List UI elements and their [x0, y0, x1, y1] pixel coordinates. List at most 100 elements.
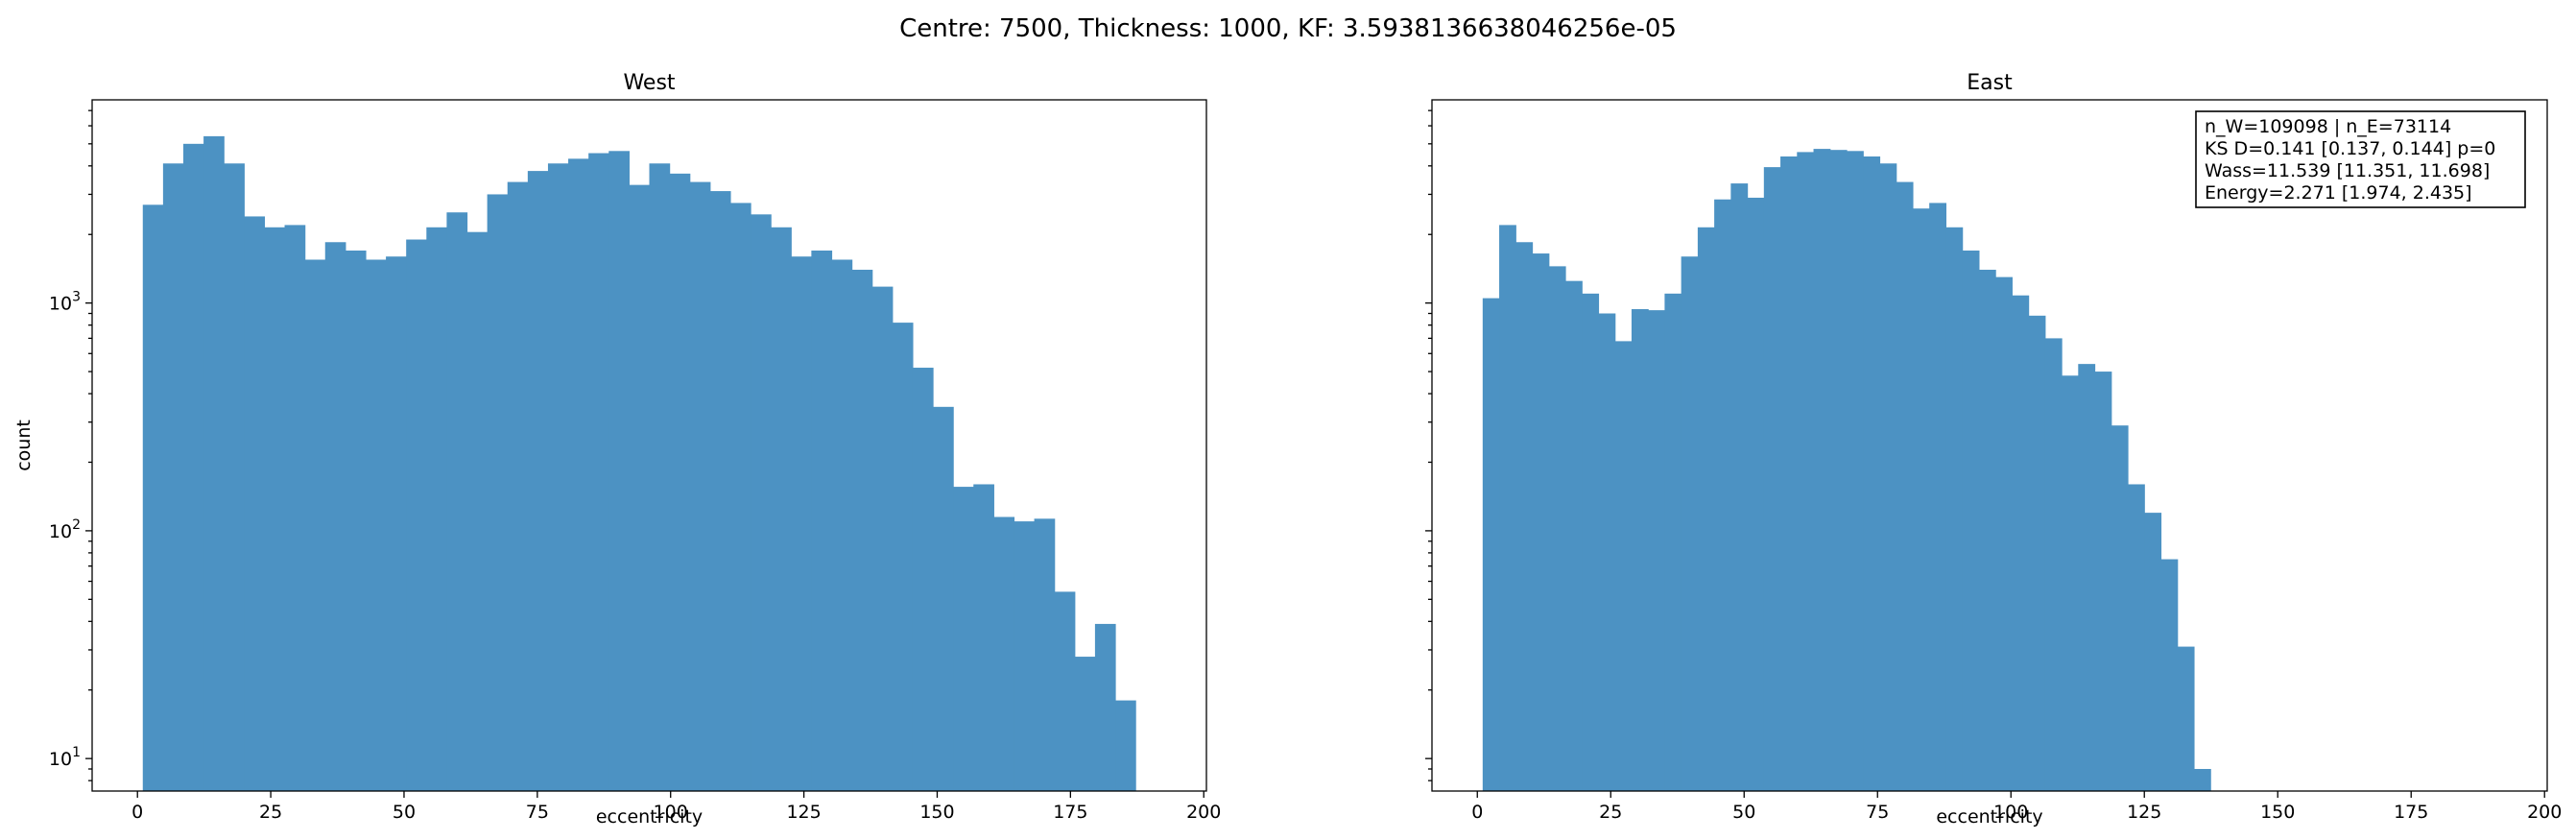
- x-tick-label: 25: [1599, 802, 1622, 823]
- x-tick-label: 200: [1186, 802, 1221, 823]
- histogram-bar: [284, 225, 306, 791]
- histogram-bar: [973, 484, 994, 791]
- histogram-bar: [1714, 199, 1731, 792]
- histogram-bar: [547, 163, 569, 791]
- west-histogram: West count eccentricity 101 102 103 0 25 50 7…: [13, 71, 1221, 828]
- histogram-bar: [1532, 253, 1550, 791]
- histogram-bar: [892, 323, 914, 791]
- histogram-bar: [2062, 375, 2079, 791]
- histogram-bar: [1664, 293, 1682, 792]
- histogram-bar: [1482, 298, 1500, 791]
- west-x-axis: 0 25 50 75 100 125 150 175 200: [131, 791, 1221, 823]
- histogram-bar: [588, 153, 609, 792]
- histogram-bar: [1565, 280, 1583, 791]
- x-tick-label: 0: [131, 802, 143, 823]
- histogram-bar: [871, 286, 894, 792]
- east-axes-frame: [1431, 99, 2548, 792]
- histogram-bar: [1598, 313, 1616, 791]
- histogram-bar: [1614, 341, 1633, 791]
- west-title: West: [623, 71, 675, 95]
- histogram-bar: [1499, 225, 1516, 791]
- histogram-bar: [933, 406, 954, 791]
- histogram-bar: [689, 181, 711, 791]
- histogram-bar: [2111, 425, 2129, 791]
- histogram-bar: [224, 163, 245, 791]
- histogram-bar: [1034, 518, 1056, 791]
- histogram-bar: [1747, 197, 1765, 791]
- histogram-bar: [304, 259, 326, 791]
- histogram-bar: [1763, 167, 1781, 792]
- histogram-bar: [1115, 700, 1136, 791]
- histogram-bar: [729, 203, 751, 792]
- x-tick-label: 25: [259, 802, 282, 823]
- histogram-bar: [568, 158, 589, 792]
- histogram-bar: [629, 184, 651, 791]
- histogram-bar: [162, 163, 184, 791]
- histogram-bar: [1582, 293, 1600, 792]
- x-tick-label: 125: [2127, 802, 2161, 823]
- east-histogram: East eccentricity 0 25 50 75 100 125 150 175 200…: [1425, 71, 2562, 828]
- histogram-bar: [2078, 364, 2096, 791]
- histogram-bar: [1515, 242, 1534, 791]
- histogram-bar: [345, 250, 367, 792]
- histogram-bar: [2012, 295, 2030, 792]
- histogram-bar: [182, 143, 204, 791]
- histogram-bar: [2128, 484, 2145, 791]
- histogram-bar: [487, 194, 509, 791]
- histogram-bar: [1863, 156, 1881, 792]
- histogram-bar: [1995, 276, 2013, 791]
- x-tick-label: 100: [1993, 802, 2028, 823]
- histogram-bar: [406, 239, 427, 791]
- histogram-bar: [1780, 156, 1798, 792]
- histogram-bar: [507, 181, 529, 791]
- y-tick-label: 102: [49, 517, 81, 542]
- x-tick-label: 150: [919, 802, 954, 823]
- histogram-bar: [851, 269, 873, 792]
- histogram-bar: [669, 173, 691, 792]
- histogram-bar: [1813, 149, 1831, 792]
- histogram-bar: [1094, 623, 1116, 791]
- histogram-bar: [1014, 521, 1036, 791]
- histogram-bar: [1879, 163, 1897, 791]
- histogram-bar: [1730, 183, 1749, 791]
- histogram-bar: [426, 227, 448, 791]
- stats-line: KS D=0.141 [0.137, 0.144] p=0: [2205, 138, 2495, 159]
- x-tick-label: 175: [2394, 802, 2428, 823]
- east-y-axis: [1425, 109, 1432, 781]
- histogram-bar: [2177, 646, 2195, 791]
- histogram-bar: [2144, 513, 2162, 791]
- histogram-bar: [386, 256, 407, 792]
- histogram-bar: [446, 212, 468, 792]
- histogram-bar: [324, 242, 346, 791]
- histogram-bar: [1548, 266, 1566, 791]
- histogram-bar: [993, 516, 1015, 791]
- histogram-bar: [1054, 591, 1076, 791]
- west-ylabel: count: [13, 420, 35, 471]
- histogram-bar: [2044, 338, 2063, 791]
- west-bars: [142, 135, 1136, 792]
- histogram-bar: [2193, 769, 2211, 791]
- x-tick-label: 0: [1471, 802, 1483, 823]
- histogram-bar: [2028, 315, 2046, 791]
- histogram-bar: [1945, 227, 1964, 791]
- y-tick-label: 103: [49, 290, 81, 315]
- stats-line: Wass=11.539 [11.351, 11.698]: [2205, 160, 2490, 181]
- x-tick-label: 50: [393, 802, 416, 823]
- histogram-bar: [831, 259, 853, 791]
- histogram-bar: [649, 163, 671, 791]
- east-xlabel: eccentricity: [1936, 806, 2042, 828]
- x-tick-label: 200: [2527, 802, 2562, 823]
- histogram-bar: [912, 368, 934, 791]
- stats-line: n_W=109098 | n_E=73114: [2205, 116, 2451, 137]
- histogram-bar: [1797, 152, 1815, 791]
- west-axes-frame: [91, 99, 1207, 792]
- histogram-bar: [365, 259, 387, 791]
- histogram-bar: [751, 214, 772, 791]
- histogram-bar: [771, 227, 792, 791]
- histogram-bar: [1978, 269, 1996, 792]
- histogram-bar: [1847, 151, 1864, 792]
- histogram-bar: [1962, 250, 1980, 792]
- x-tick-label: 75: [1866, 802, 1889, 823]
- histogram-bar: [791, 256, 812, 792]
